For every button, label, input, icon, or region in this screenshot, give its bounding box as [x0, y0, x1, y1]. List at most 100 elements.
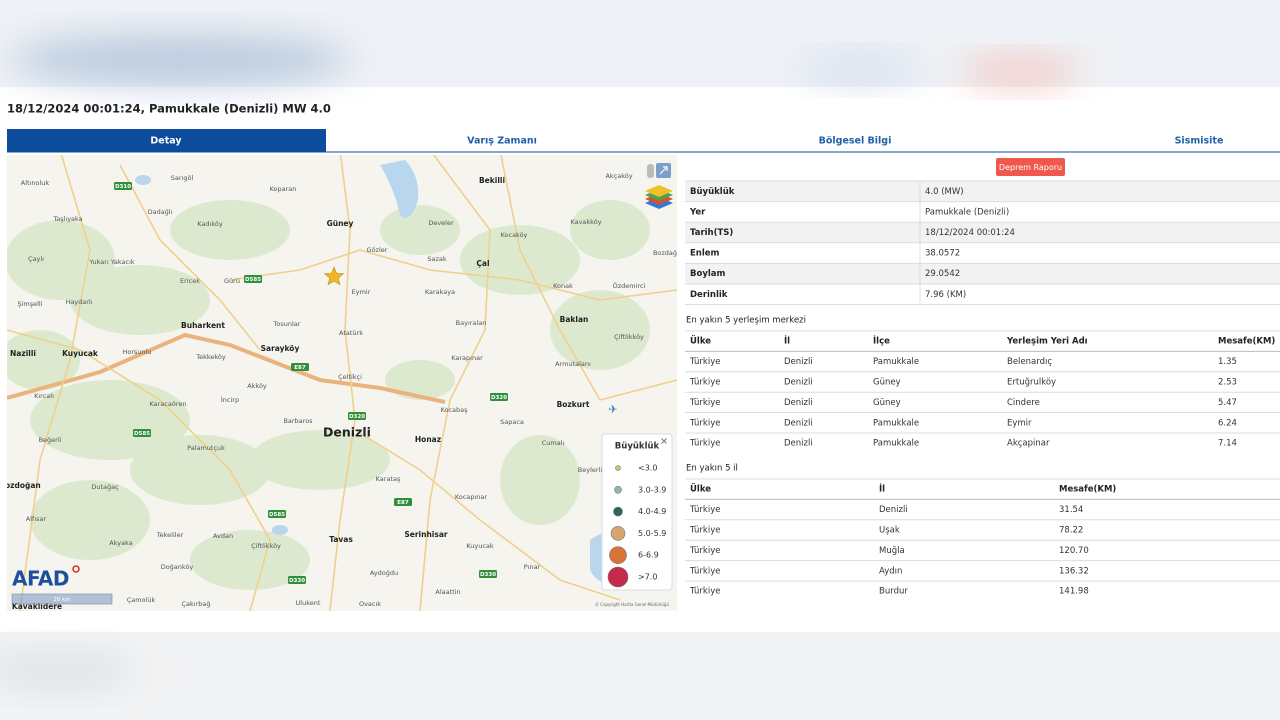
place-label: Gözler	[367, 246, 388, 254]
legend-close[interactable]	[661, 438, 667, 444]
place-label: Çamolük	[127, 596, 156, 604]
place-label: Haydarlı	[65, 298, 92, 306]
road	[19, 155, 91, 611]
place-label: İncirp	[221, 395, 239, 404]
place-label: Yukarı Yakacık	[88, 258, 135, 266]
table-header: İl	[879, 484, 885, 495]
place-label: Akçaköy	[605, 172, 632, 180]
place-label: Kuyucak	[62, 349, 99, 358]
table-header: Yerleşim Yeri Adı	[1006, 337, 1088, 347]
table-cell: Eymir	[1007, 418, 1032, 428]
table-cell: Türkiye	[689, 357, 720, 367]
road-label: D320	[349, 414, 365, 420]
detail-value: 38.0572	[925, 249, 960, 259]
place-label: Alaattin	[435, 588, 460, 596]
detail-label: Boylam	[690, 269, 726, 279]
toggle[interactable]	[647, 164, 654, 178]
place-label: Develer	[428, 219, 454, 227]
tab[interactable]: Varış Zamanı	[467, 136, 537, 147]
place-label: Kavaklıdere	[12, 602, 62, 611]
table-cell: Akçapinar	[1007, 439, 1050, 449]
place-label: Ulukent	[296, 599, 321, 607]
detail-row	[685, 222, 1280, 243]
road-label: D320	[491, 395, 507, 401]
place-label: Avdan	[213, 532, 233, 540]
place-label: Pınar	[524, 563, 541, 571]
logo-dot	[72, 565, 80, 573]
road-shield	[133, 429, 151, 437]
forest	[170, 200, 290, 260]
place-label: Karakaya	[425, 288, 455, 296]
epicenter-star	[323, 266, 345, 286]
legend-label: <3.0	[638, 464, 657, 473]
place-label: Eymir	[352, 288, 371, 296]
layers-icon[interactable]	[645, 185, 673, 197]
scale-bar	[11, 593, 113, 605]
road-shield	[268, 510, 286, 518]
detail-row	[685, 263, 1280, 284]
place-label: Bozkurt	[557, 400, 590, 409]
place-label: Ericek	[180, 277, 200, 285]
forest	[550, 290, 650, 370]
table-cell: Denizli	[784, 398, 813, 408]
table-cell: Güney	[873, 378, 901, 388]
place-label: Karataş	[376, 475, 401, 483]
table-header: Mesafe(KM)	[1218, 337, 1275, 347]
place-label: Beylerli	[578, 466, 603, 474]
table-cell: Türkiye	[689, 378, 720, 388]
tab[interactable]: Sismisite	[1175, 136, 1224, 147]
table-cell: 1.35	[1218, 357, 1237, 367]
report-button[interactable]	[996, 158, 1065, 176]
road-shield	[490, 393, 508, 401]
legend-marker	[613, 506, 623, 517]
place-label: Bozdağ	[653, 249, 677, 257]
tab[interactable]: Bölgesel Bilgi	[819, 136, 892, 147]
tab-active[interactable]	[7, 129, 326, 152]
forest	[570, 200, 650, 260]
table-cell: Denizli	[784, 378, 813, 388]
place-label: Bozdoğan	[0, 481, 41, 490]
place-label: Şimşelli	[17, 300, 42, 308]
tab[interactable]: Detay	[150, 136, 182, 147]
detail-row	[685, 201, 1280, 223]
road-shield	[479, 570, 497, 578]
map: Altınoluk Sarıgöl Koparan Bekilli Akçaköy Dad…	[0, 155, 677, 611]
report-button-label[interactable]: Deprem Raporu	[999, 163, 1062, 172]
table-cell: 120.70	[1059, 546, 1089, 556]
table-cell: Türkiye	[689, 439, 720, 449]
place-label: Dutağaç	[91, 483, 119, 491]
page-title: 18/12/2024 00:01:24, Pamukkale (Denizli)…	[7, 102, 331, 116]
forest	[70, 265, 210, 335]
copyright: © Copyright Harita Genel Müdürlüğü	[595, 602, 669, 607]
place-label: Denizli	[323, 425, 371, 440]
road-label: D330	[480, 572, 496, 578]
detail-row	[685, 284, 1280, 305]
place-label: Çakırbağ	[182, 600, 211, 608]
place-label: Çiftlikköy	[614, 333, 644, 341]
place-label: Atatürk	[339, 329, 363, 337]
place-label: Altınoluk	[21, 179, 50, 187]
forest	[30, 480, 150, 560]
road-label: D585	[269, 512, 285, 518]
road-label: E87	[294, 365, 306, 371]
road-shield	[114, 182, 132, 190]
place-label: Dadağlı	[148, 208, 173, 216]
table-cell: Türkiye	[689, 526, 720, 536]
place-label: Doğanköy	[161, 563, 194, 571]
place-label: Çal	[476, 259, 489, 268]
table-cell: 136.32	[1059, 566, 1089, 576]
place-label: Koparan	[270, 185, 297, 193]
place-label: Kavakköy	[570, 218, 601, 226]
place-label: Kırcalı	[34, 392, 54, 400]
place-label: Cumalı	[542, 439, 565, 447]
place-label: Sarıgöl	[171, 174, 194, 182]
place-label: Palamutçuk	[187, 444, 225, 452]
info-panel: Deprem Raporu Büyüklük 4.0 (MW) Yer Pamukkal…	[685, 158, 1280, 597]
place-label: Kocaköy	[501, 231, 528, 239]
place-label: Sapaca	[500, 418, 524, 426]
lake	[272, 525, 288, 535]
place-label: Aydoğdu	[370, 569, 398, 577]
place-label: Beğerli	[39, 436, 62, 444]
table-cell: Burdur	[879, 587, 908, 597]
